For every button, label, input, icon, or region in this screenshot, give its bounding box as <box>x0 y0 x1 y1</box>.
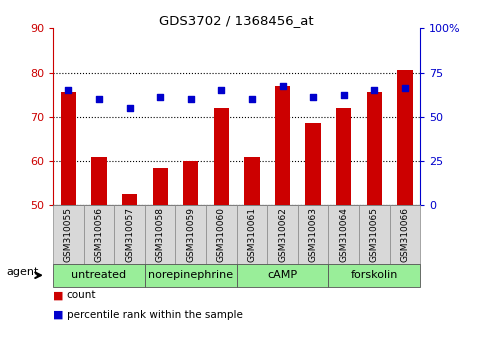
Bar <box>367 92 382 205</box>
Bar <box>122 194 137 205</box>
Point <box>370 87 378 93</box>
Text: forskolin: forskolin <box>351 270 398 280</box>
Text: GSM310065: GSM310065 <box>370 207 379 262</box>
Text: GSM310061: GSM310061 <box>247 207 256 262</box>
Text: ■: ■ <box>53 290 64 300</box>
Text: percentile rank within the sample: percentile rank within the sample <box>67 310 242 320</box>
Point <box>340 92 348 98</box>
Text: untreated: untreated <box>71 270 127 280</box>
Text: agent: agent <box>6 267 39 277</box>
Point <box>156 94 164 100</box>
Text: GSM310060: GSM310060 <box>217 207 226 262</box>
Bar <box>305 124 321 205</box>
Text: norepinephrine: norepinephrine <box>148 270 233 280</box>
Text: GSM310055: GSM310055 <box>64 207 73 262</box>
Text: cAMP: cAMP <box>268 270 298 280</box>
Point <box>248 96 256 102</box>
Text: GSM310057: GSM310057 <box>125 207 134 262</box>
Point <box>217 87 225 93</box>
Bar <box>397 70 412 205</box>
Bar <box>61 92 76 205</box>
Bar <box>336 108 352 205</box>
Text: GSM310066: GSM310066 <box>400 207 410 262</box>
Point <box>65 87 72 93</box>
Text: GSM310058: GSM310058 <box>156 207 165 262</box>
Text: ■: ■ <box>53 310 64 320</box>
Bar <box>183 161 199 205</box>
Bar <box>275 86 290 205</box>
Point <box>126 105 133 111</box>
Text: count: count <box>67 290 96 300</box>
Point <box>95 96 103 102</box>
Text: GDS3702 / 1368456_at: GDS3702 / 1368456_at <box>159 14 314 27</box>
Bar <box>213 108 229 205</box>
Text: GSM310062: GSM310062 <box>278 207 287 262</box>
Text: GSM310056: GSM310056 <box>95 207 103 262</box>
Text: GSM310059: GSM310059 <box>186 207 195 262</box>
Point <box>401 85 409 91</box>
Point <box>187 96 195 102</box>
Point <box>309 94 317 100</box>
Bar <box>153 168 168 205</box>
Text: GSM310063: GSM310063 <box>309 207 318 262</box>
Text: GSM310064: GSM310064 <box>339 207 348 262</box>
Bar <box>244 156 260 205</box>
Bar <box>91 156 107 205</box>
Point <box>279 83 286 89</box>
